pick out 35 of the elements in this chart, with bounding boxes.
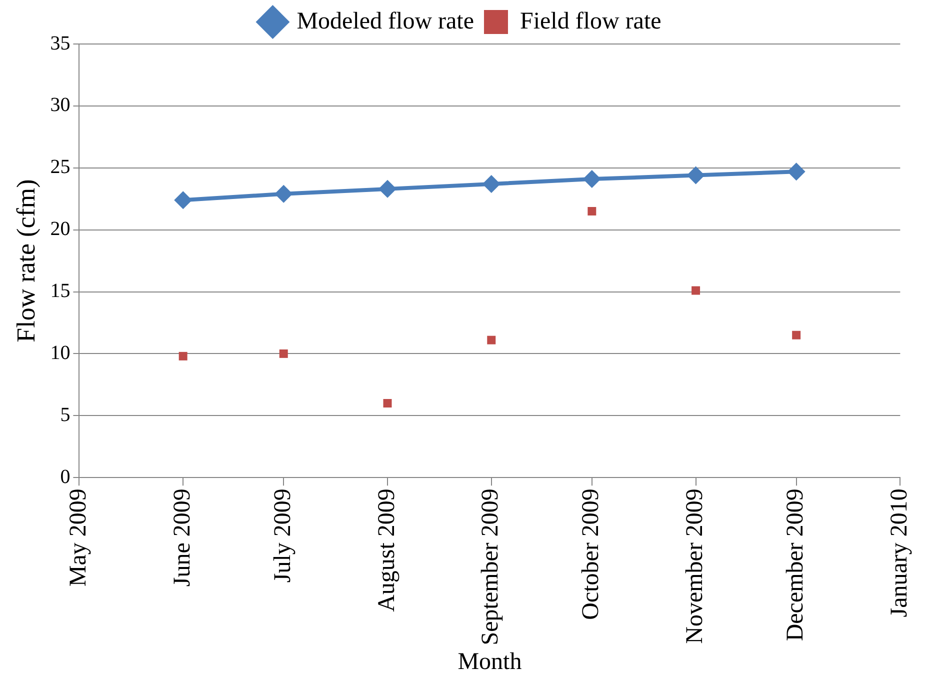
point bbox=[787, 162, 806, 181]
x-tick-label: June 2009 bbox=[169, 488, 196, 587]
x-tick-label: May 2009 bbox=[65, 488, 92, 587]
point bbox=[383, 399, 392, 408]
point bbox=[274, 184, 293, 203]
y-tick-label: 10 bbox=[50, 342, 70, 364]
y-tick-label: 35 bbox=[50, 32, 70, 54]
x-tick-label: September 2009 bbox=[478, 488, 504, 646]
legend-label: Modeled flow rate bbox=[296, 8, 474, 34]
point bbox=[686, 166, 705, 184]
x-axis-title: Month bbox=[458, 648, 522, 675]
x-tick-label: January 2010 bbox=[886, 488, 912, 618]
y-tick-label: 30 bbox=[50, 94, 70, 116]
y-tick-label: 20 bbox=[50, 218, 70, 240]
point bbox=[279, 349, 288, 358]
x-tick-label: November 2009 bbox=[682, 488, 708, 644]
y-tick-label: 15 bbox=[50, 280, 70, 302]
point bbox=[178, 352, 188, 360]
y-axis-title: Flow rate (cfm) bbox=[11, 179, 40, 342]
point bbox=[582, 170, 601, 188]
point bbox=[792, 330, 801, 340]
point bbox=[378, 180, 396, 198]
point bbox=[487, 336, 496, 344]
x-tick-label: October 2009 bbox=[578, 488, 604, 620]
x-tick-label: July 2009 bbox=[270, 488, 296, 583]
y-tick-label: 5 bbox=[60, 404, 70, 426]
point bbox=[482, 174, 500, 193]
x-tick-label: December 2009 bbox=[782, 488, 809, 642]
y-tick-label: 0 bbox=[60, 466, 70, 488]
point bbox=[588, 206, 596, 216]
y-tick-label: 25 bbox=[50, 156, 70, 178]
x-tick-label: August 2009 bbox=[374, 488, 400, 612]
point bbox=[174, 191, 192, 210]
legend-label: Field flow rate bbox=[520, 8, 662, 34]
point bbox=[692, 286, 700, 295]
